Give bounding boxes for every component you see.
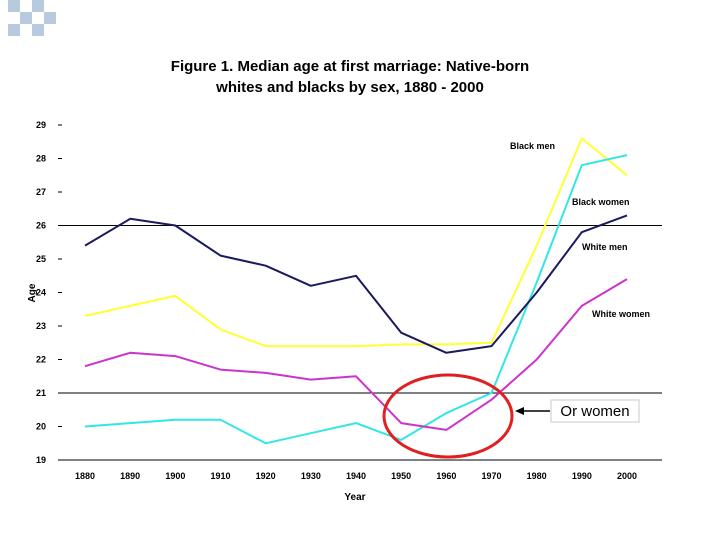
y-tick-label: 29 [36,120,46,130]
x-tick-label: 1920 [256,471,276,481]
x-tick-label: 1960 [436,471,456,481]
y-tick-label: 23 [36,321,46,331]
series-line-white-women [84,278,628,431]
series-label-black-men: Black men [510,141,555,151]
y-tick-label: 24 [36,288,46,298]
x-tick-label: 1930 [301,471,321,481]
y-tick-label: 20 [36,422,46,432]
y-tick-label: 19 [36,455,46,465]
series-lines [84,137,628,445]
annotation-text: Or women [560,403,629,420]
gridlines [62,225,662,461]
y-tick-label: 26 [36,221,46,231]
series-line-white-men [84,214,628,354]
y-tick-label: 25 [36,254,46,264]
x-tick-label: 1980 [527,471,547,481]
x-tick-label: 1940 [346,471,366,481]
x-tick-label: 1990 [572,471,592,481]
y-axis-ticks: 19 20 21 22 23 24 25 26 27 28 29 [36,120,62,465]
x-axis-title: Year [344,492,365,503]
series-line-black-men [84,137,628,348]
series-line-black-women [84,154,628,445]
y-tick-label: 28 [36,154,46,164]
series-label-white-women: White women [592,309,650,319]
chart-title-line2: whites and blacks by sex, 1880 - 2000 [215,79,484,96]
x-tick-label: 1950 [391,471,411,481]
annotation-circle [382,373,514,459]
x-tick-label: 1890 [120,471,140,481]
x-tick-label: 1900 [165,471,185,481]
y-tick-label: 21 [36,388,46,398]
chart-title-line1: Figure 1. Median age at first marriage: … [171,58,529,75]
x-tick-label: 1880 [75,471,95,481]
series-label-white-men: White men [582,242,628,252]
y-axis-title: Age [27,283,38,302]
x-tick-label: 2000 [617,471,637,481]
annotation-text-box [550,399,640,423]
x-tick-label: 1970 [481,471,501,481]
y-tick-label: 22 [36,355,46,365]
x-tick-label: 1910 [210,471,230,481]
series-label-black-women: Black women [572,197,630,207]
slide-corner-decoration [8,0,56,36]
x-axis-ticks: 1880 1890 1900 1910 1920 1930 1940 1950 1960 1970… [75,471,637,481]
annotation-arrowhead [515,407,524,415]
y-tick-label: 27 [36,187,46,197]
